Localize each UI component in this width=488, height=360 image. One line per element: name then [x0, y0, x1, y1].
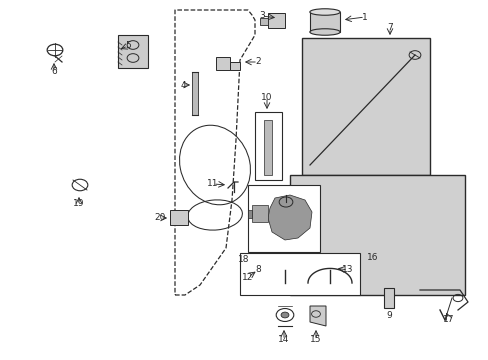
- Text: 5: 5: [125, 41, 131, 50]
- Bar: [302, 38, 429, 175]
- Ellipse shape: [309, 29, 340, 35]
- Text: 1: 1: [362, 13, 367, 22]
- Ellipse shape: [309, 9, 340, 15]
- Text: 15: 15: [309, 336, 321, 345]
- Text: 14: 14: [278, 336, 289, 345]
- Polygon shape: [309, 306, 325, 326]
- Bar: [247, 185, 319, 252]
- Text: 9: 9: [386, 311, 391, 320]
- Text: 13: 13: [342, 266, 353, 274]
- Bar: [118, 35, 148, 68]
- Text: 4: 4: [180, 81, 185, 90]
- Bar: [264, 120, 271, 175]
- Text: 2: 2: [255, 58, 260, 67]
- Bar: [240, 253, 359, 295]
- Bar: [170, 210, 187, 225]
- Circle shape: [281, 312, 288, 318]
- Text: 12: 12: [242, 273, 253, 282]
- Bar: [260, 18, 267, 25]
- Text: 7: 7: [386, 23, 392, 32]
- Text: 18: 18: [238, 256, 249, 265]
- Bar: [254, 112, 282, 180]
- Text: 20: 20: [154, 213, 165, 222]
- Bar: [383, 288, 393, 308]
- Bar: [309, 12, 339, 32]
- Text: 11: 11: [207, 180, 218, 189]
- Bar: [216, 57, 229, 70]
- Text: 6: 6: [51, 68, 57, 77]
- Bar: [289, 175, 464, 295]
- Text: 19: 19: [73, 199, 84, 208]
- Text: 17: 17: [442, 315, 454, 324]
- Text: 16: 16: [366, 253, 378, 262]
- Text: 8: 8: [255, 266, 260, 274]
- Polygon shape: [267, 195, 311, 240]
- Bar: [251, 205, 267, 222]
- Text: 10: 10: [261, 93, 272, 102]
- Text: 3: 3: [259, 12, 264, 21]
- Bar: [267, 13, 285, 28]
- Bar: [229, 62, 240, 70]
- Bar: [192, 72, 198, 115]
- Bar: [247, 210, 251, 218]
